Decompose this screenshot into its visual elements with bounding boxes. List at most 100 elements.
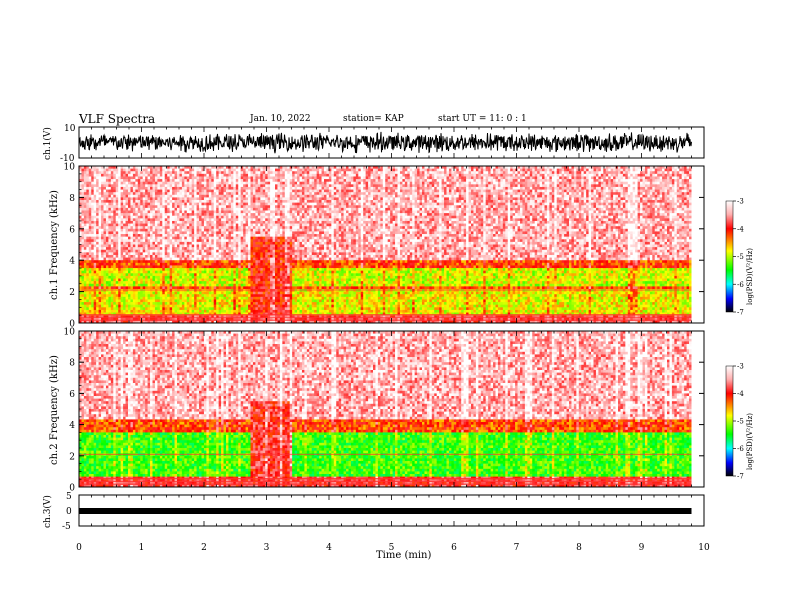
spectrogram-cell	[123, 208, 126, 211]
spectrogram-cell	[89, 276, 92, 279]
spectrogram-cell	[96, 231, 99, 234]
spectrogram-cell	[89, 239, 92, 242]
spectrogram-cell	[111, 239, 114, 242]
spectrogram-cell	[94, 184, 97, 187]
spectrogram-cell	[113, 226, 116, 229]
spectrogram-cell	[118, 192, 121, 195]
spectrogram-cell	[104, 252, 107, 255]
spectrogram-cell	[89, 292, 92, 295]
spectrogram-cell	[126, 234, 129, 237]
spectrogram-cell	[99, 205, 102, 208]
spectrogram-cell	[96, 307, 99, 310]
spectrogram-cell	[118, 221, 121, 224]
spectrogram-cell	[104, 284, 107, 287]
spectrogram-cell	[108, 284, 111, 287]
spectrogram-cell	[99, 179, 102, 182]
spectrogram-cell	[94, 179, 97, 182]
spectrogram-cell	[126, 289, 129, 292]
spectrogram-cell	[84, 237, 87, 240]
spectrogram-cell	[126, 174, 129, 177]
spectrogram-cell	[84, 252, 87, 255]
spectrogram-cell	[89, 187, 92, 190]
spectrogram-cell	[91, 271, 94, 274]
spectrogram-cell	[94, 176, 97, 179]
spectrogram-cell	[104, 265, 107, 268]
spectrogram-cell	[128, 258, 131, 261]
spectrogram-cell	[108, 250, 111, 253]
spectrogram-cell	[130, 176, 133, 179]
spectrogram-cell	[108, 226, 111, 229]
spectrogram-cell	[96, 247, 99, 250]
spectrogram-cell	[116, 192, 119, 195]
spectrogram-cell	[94, 245, 97, 248]
spectrogram-cell	[121, 252, 124, 255]
spectrogram-cell	[126, 224, 129, 227]
spectrogram-cell	[113, 294, 116, 297]
spectrogram-cell	[101, 310, 104, 313]
spectrogram-cell	[118, 226, 121, 229]
spectrogram-cell	[91, 218, 94, 221]
spectrogram-cell	[123, 205, 126, 208]
spectrogram-cell	[128, 234, 131, 237]
spectrogram-cell	[121, 268, 124, 271]
spectrogram-cell	[108, 205, 111, 208]
spectrogram-cell	[89, 286, 92, 289]
spectrogram-cell	[123, 226, 126, 229]
spectrogram-cell	[84, 226, 87, 229]
spectrogram-cell	[121, 192, 124, 195]
spectrogram-cell	[96, 284, 99, 287]
spectrogram-cell	[123, 284, 126, 287]
spectrogram-cell	[89, 245, 92, 248]
spectrogram-cell	[111, 187, 114, 190]
spectrogram-cell	[118, 239, 121, 242]
spectrogram-cell	[91, 203, 94, 206]
spectrogram-cell	[86, 197, 89, 200]
spectrogram-cell	[106, 179, 109, 182]
spectrogram-cell	[84, 224, 87, 227]
spectrogram-cell	[101, 292, 104, 295]
spectrogram-cell	[106, 231, 109, 234]
spectrogram-cell	[121, 263, 124, 266]
spectrogram-cell	[96, 234, 99, 237]
spectrogram-cell	[123, 286, 126, 289]
spectrogram-cell	[111, 174, 114, 177]
spectrogram-cell	[121, 258, 124, 261]
spectrogram-cell	[86, 213, 89, 216]
spectrogram-cell	[104, 221, 107, 224]
spectrogram-cell	[128, 229, 131, 232]
spectrogram-cell	[121, 234, 124, 237]
spectrogram-cell	[84, 273, 87, 276]
spectrogram-cell	[81, 171, 84, 174]
spectrogram-cell	[99, 294, 102, 297]
spectrogram-cell	[116, 218, 119, 221]
spectrogram-cell	[94, 229, 97, 232]
spectrogram-cell	[96, 203, 99, 206]
spectrogram-cell	[118, 305, 121, 308]
spectrogram-cell	[101, 260, 104, 263]
spectrogram-cell	[91, 265, 94, 268]
spectrogram-cell	[121, 231, 124, 234]
spectrogram-cell	[86, 307, 89, 310]
spectrogram-cell	[99, 239, 102, 242]
spectrogram-cell	[106, 263, 109, 266]
spectrogram-cell	[116, 307, 119, 310]
spectrogram-cell	[113, 229, 116, 232]
spectrogram-cell	[81, 234, 84, 237]
spectrogram-cell	[123, 187, 126, 190]
spectrogram-cell	[86, 284, 89, 287]
spectrogram-cell	[111, 224, 114, 227]
spectrogram-cell	[123, 210, 126, 213]
spectrogram-cell	[113, 203, 116, 206]
spectrogram-cell	[84, 229, 87, 232]
spectrogram-cell	[121, 260, 124, 263]
spectrogram-cell	[118, 208, 121, 211]
spectrogram-cell	[126, 197, 129, 200]
spectrogram-cell	[121, 169, 124, 172]
spectrogram-cell	[106, 250, 109, 253]
spectrogram-cell	[111, 271, 114, 274]
spectrogram-cell	[123, 184, 126, 187]
spectrogram-cell	[106, 265, 109, 268]
spectrogram-cell	[113, 263, 116, 266]
spectrogram-cell	[113, 231, 116, 234]
spectrogram-cell	[113, 258, 116, 261]
